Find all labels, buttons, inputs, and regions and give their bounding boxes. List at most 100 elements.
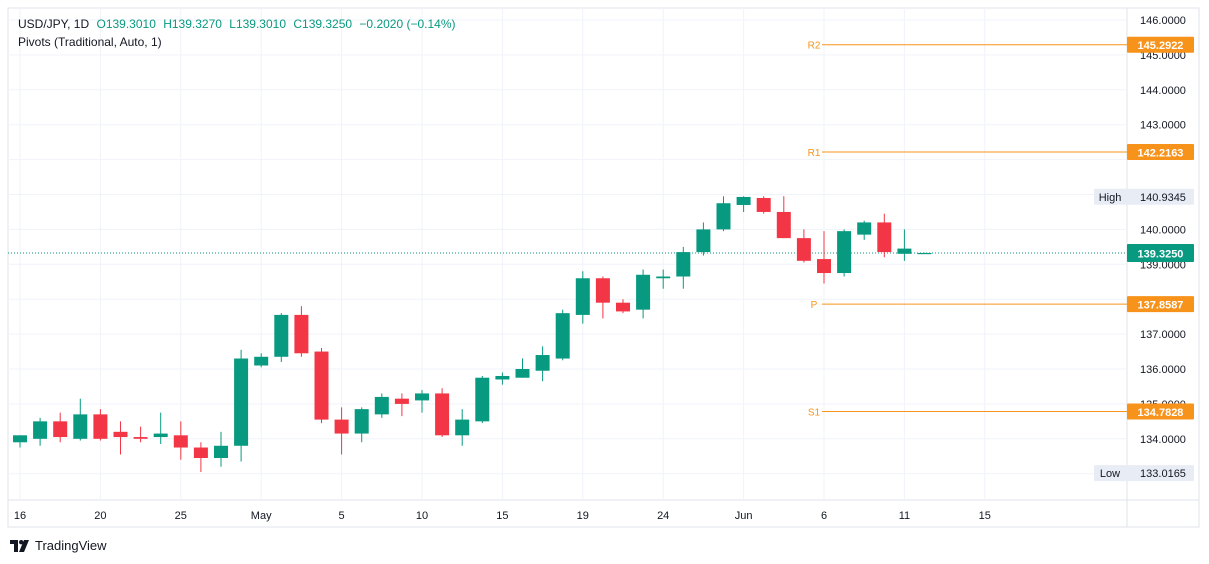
- candle-body: [555, 313, 570, 359]
- candle-body: [515, 369, 530, 378]
- candle[interactable]: [495, 372, 510, 385]
- candle[interactable]: [515, 358, 530, 378]
- candle[interactable]: [33, 417, 48, 446]
- price-tick-label: 146.0000: [1140, 15, 1186, 27]
- candle-body: [535, 355, 550, 371]
- candle-body: [736, 196, 751, 205]
- open-value: O139.3010: [96, 17, 156, 31]
- time-tick-label: 10: [416, 510, 428, 522]
- symbol-label[interactable]: USD/JPY, 1D: [18, 17, 90, 31]
- candle[interactable]: [394, 393, 409, 417]
- price-axis[interactable]: 146.0000 145.0000 144.0000 143.0000 140.0000…: [1140, 15, 1186, 446]
- candle-body: [133, 437, 148, 439]
- candle[interactable]: [857, 220, 872, 240]
- candle-body: [716, 203, 731, 230]
- candle-body: [756, 197, 771, 212]
- candle[interactable]: [595, 276, 610, 319]
- candle[interactable]: [53, 412, 68, 443]
- candle[interactable]: [676, 246, 691, 289]
- candle-body: [435, 393, 450, 436]
- candle-body: [93, 414, 108, 439]
- candle[interactable]: [535, 346, 550, 382]
- candle[interactable]: [173, 421, 188, 460]
- candle[interactable]: [113, 421, 128, 455]
- candle-body: [314, 351, 329, 420]
- price-tick-label: 139.0000: [1140, 259, 1186, 271]
- candle-body: [575, 278, 590, 315]
- candle-body: [475, 377, 490, 422]
- candle[interactable]: [374, 393, 389, 418]
- time-tick-label: May: [251, 510, 272, 522]
- candle-body: [897, 248, 912, 254]
- time-tick-label: 15: [979, 510, 991, 522]
- candle[interactable]: [656, 269, 671, 289]
- candle-body: [33, 421, 48, 439]
- candle[interactable]: [415, 389, 429, 413]
- price-labels: 145.2922 142.2163 137.8587 134.7828 139.3250…: [1094, 36, 1194, 482]
- candle[interactable]: [274, 313, 289, 363]
- candle[interactable]: [193, 442, 208, 472]
- candle[interactable]: [636, 269, 651, 319]
- candle[interactable]: [756, 196, 771, 214]
- candle[interactable]: [736, 196, 751, 212]
- candle[interactable]: [133, 426, 148, 443]
- candle-body: [636, 274, 651, 310]
- pivot-name-r1: R1: [808, 148, 821, 159]
- candle[interactable]: [897, 229, 912, 261]
- candle-body: [294, 314, 309, 354]
- indicator-legend[interactable]: Pivots (Traditional, Auto, 1): [18, 35, 162, 49]
- time-tick-label: 16: [14, 510, 26, 522]
- candle-body: [374, 396, 389, 415]
- candle[interactable]: [837, 229, 852, 277]
- candle[interactable]: [234, 349, 249, 462]
- candle-body: [495, 375, 510, 380]
- candle-body: [616, 302, 630, 312]
- candle[interactable]: [455, 409, 470, 446]
- pivot-badge-r1: [1127, 144, 1194, 161]
- high-value: H139.3270: [163, 17, 222, 31]
- candle[interactable]: [575, 271, 590, 324]
- candle[interactable]: [776, 196, 791, 239]
- candles[interactable]: [13, 196, 932, 472]
- candle[interactable]: [555, 309, 570, 361]
- low-marker-value: 133.0165: [1140, 468, 1186, 480]
- high-marker-label: High: [1099, 192, 1122, 204]
- candle-body: [817, 259, 831, 274]
- candle-body: [153, 433, 168, 438]
- candle-body: [73, 414, 88, 439]
- candle[interactable]: [73, 398, 88, 441]
- price-tick-label: 145.0000: [1140, 50, 1186, 62]
- candle-body: [595, 278, 610, 303]
- candle-body: [13, 435, 27, 443]
- tradingview-branding[interactable]: TradingView: [10, 538, 107, 553]
- candle[interactable]: [696, 222, 711, 256]
- price-tick-label: 144.0000: [1140, 85, 1186, 97]
- candle[interactable]: [616, 299, 630, 314]
- candle-body: [696, 229, 711, 253]
- time-tick-label: 5: [339, 510, 345, 522]
- price-tick-label: 143.0000: [1140, 120, 1186, 132]
- candle[interactable]: [877, 213, 892, 258]
- candle[interactable]: [354, 407, 369, 443]
- candle[interactable]: [334, 407, 349, 455]
- candle[interactable]: [314, 348, 329, 424]
- candle[interactable]: [13, 435, 27, 448]
- candle[interactable]: [817, 231, 831, 284]
- price-tick-label: 140.0000: [1140, 224, 1186, 236]
- candle[interactable]: [254, 353, 269, 368]
- candle[interactable]: [917, 252, 932, 255]
- candle[interactable]: [475, 375, 490, 424]
- candle[interactable]: [294, 306, 309, 357]
- candle[interactable]: [153, 412, 168, 445]
- candle[interactable]: [435, 388, 450, 438]
- candle-body: [173, 435, 188, 448]
- candle[interactable]: [796, 229, 811, 263]
- pivot-badge-r2: [1127, 36, 1194, 53]
- candle[interactable]: [93, 409, 108, 441]
- pivot-name-r2: R2: [808, 41, 821, 52]
- candle[interactable]: [716, 196, 731, 232]
- low-marker-label: Low: [1100, 468, 1120, 480]
- time-axis[interactable]: 16 20 25 May 5 10 15 19 24 Jun 6 11 15: [14, 510, 991, 522]
- candle[interactable]: [214, 431, 228, 467]
